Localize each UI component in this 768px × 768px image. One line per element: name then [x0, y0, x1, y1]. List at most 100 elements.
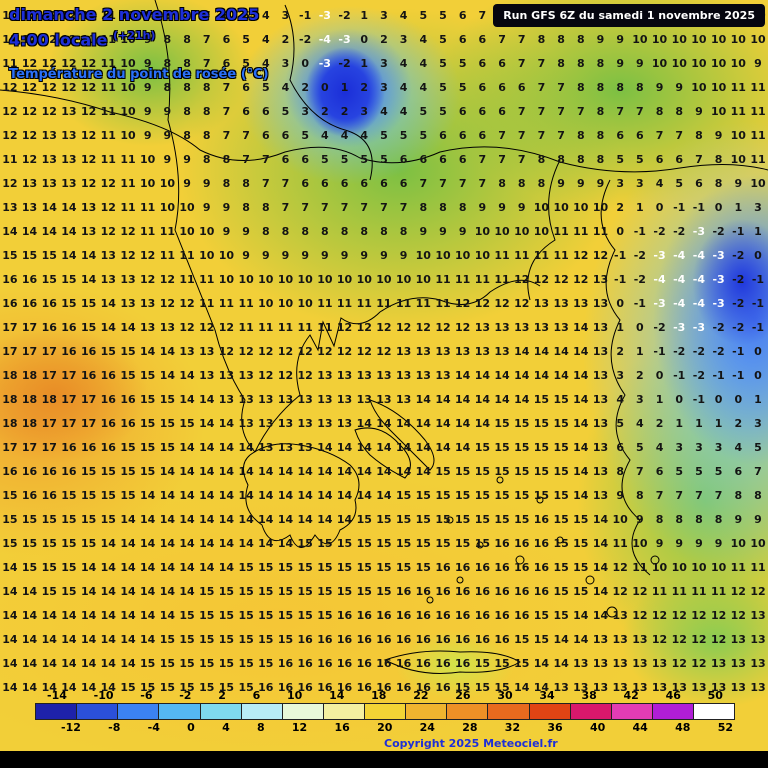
temp-value: -2 — [673, 225, 686, 238]
temp-value: 15 — [140, 681, 156, 694]
temp-value: 9 — [754, 57, 762, 70]
temp-value: 16 — [455, 561, 471, 574]
temp-value: 14 — [21, 681, 38, 694]
temp-value: 14 — [41, 681, 57, 694]
temp-value: 9 — [576, 177, 585, 190]
temp-value: 12 — [573, 249, 589, 262]
temp-value: 15 — [395, 489, 412, 502]
temp-value: 12 — [80, 57, 97, 70]
temp-value: 14 — [573, 345, 589, 358]
temp-value: 12 — [41, 9, 57, 22]
temp-value: -4 — [673, 297, 686, 310]
temp-value: 15 — [100, 513, 116, 526]
temp-value: 9 — [242, 225, 250, 238]
temp-value: 9 — [557, 177, 565, 190]
temp-value: 14 — [356, 489, 372, 502]
temp-value: 3 — [695, 441, 703, 454]
temp-value: 12 — [21, 129, 38, 142]
temp-value: 15 — [2, 489, 18, 502]
temp-value: 12 — [100, 225, 116, 238]
temp-value: 16 — [455, 585, 471, 598]
temp-value: 12 — [80, 81, 97, 94]
grid-row: 14 14 14 14 13 12 12 11 11 10 10 9 9 8 8 8 8 8 8 8 8 9 9 9 10 10 1… — [0, 220, 768, 244]
temp-value: 4 — [655, 177, 664, 190]
temp-value: 14 — [41, 225, 57, 238]
grid-row: 16 16 16 16 15 15 15 15 14 14 14 14 14 14 14 14 14 14 14 14… — [0, 460, 768, 484]
temp-value: 13 — [592, 465, 609, 478]
temp-value: 15 — [356, 537, 372, 550]
temp-value: 9 — [261, 249, 270, 262]
temp-value: 13 — [455, 345, 471, 358]
temp-value: 7 — [202, 9, 211, 22]
temp-value: 11 — [120, 201, 136, 214]
temp-value: 11 — [750, 153, 766, 166]
temp-value: 8 — [340, 225, 349, 238]
temp-value: 10 — [140, 153, 156, 166]
temp-value: 3 — [380, 81, 388, 94]
scale-color-block — [159, 704, 201, 719]
temp-value: 12 — [336, 345, 353, 358]
temp-value: 15 — [61, 297, 77, 310]
temp-value: -3 — [318, 57, 331, 70]
temp-value: 7 — [478, 177, 487, 190]
scale-color-block — [282, 704, 324, 719]
scale-color-block — [570, 704, 612, 719]
temp-value: 8 — [596, 57, 605, 70]
scale-color-block — [200, 704, 242, 719]
temp-value: 9 — [616, 33, 624, 46]
temp-value: 9 — [596, 177, 605, 190]
temp-value: -2 — [633, 249, 646, 262]
temp-value: 6 — [222, 33, 231, 46]
temp-value: 16 — [277, 681, 294, 694]
temp-value: 7 — [458, 177, 467, 190]
temp-value: 13 — [61, 105, 77, 118]
temp-value: -2 — [692, 369, 706, 382]
scale-label: 8 — [256, 721, 265, 734]
temp-value: 3 — [281, 57, 290, 70]
temp-value: 12 — [514, 297, 530, 310]
temp-value: 16 — [494, 585, 510, 598]
scale-bar — [35, 703, 735, 720]
temp-value: 14 — [533, 369, 550, 382]
temp-value: 14 — [80, 273, 97, 286]
temp-value: -3 — [653, 249, 666, 262]
temp-value: 14 — [2, 657, 18, 670]
temp-value: 7 — [675, 489, 684, 502]
temp-value: 15 — [100, 489, 116, 502]
temp-value: 12 — [671, 633, 687, 646]
temp-value: 14 — [120, 561, 136, 574]
temp-value: 14 — [277, 489, 294, 502]
temp-value: 12 — [120, 249, 136, 262]
temp-value: 15 — [533, 609, 550, 622]
temp-value: 14 — [100, 633, 116, 646]
temp-value: -3 — [692, 225, 706, 238]
temp-value: 9 — [734, 513, 743, 526]
temp-value: 9 — [360, 249, 369, 262]
temp-value: 12 — [159, 273, 175, 286]
temp-value: 13 — [21, 177, 38, 190]
temp-value: 7 — [202, 33, 211, 46]
temp-value: 16 — [455, 657, 471, 670]
temp-value: 13 — [41, 177, 57, 190]
temp-value: 7 — [399, 201, 408, 214]
temp-value: 13 — [750, 681, 766, 694]
temp-value: 13 — [179, 345, 195, 358]
temp-value: 14 — [41, 609, 57, 622]
temp-value: 6 — [478, 33, 487, 46]
temp-value: 12 — [80, 153, 97, 166]
temp-value: 16 — [100, 369, 116, 382]
temp-value: 1 — [340, 81, 349, 94]
scale-color-block — [611, 704, 653, 719]
temp-value: 8 — [183, 57, 191, 70]
parameter-label: Température du point de rosée (°C) — [9, 67, 269, 83]
temp-value: 12 — [435, 321, 451, 334]
temp-value: 12 — [395, 321, 412, 334]
temp-value: 15 — [120, 681, 136, 694]
temp-value: -1 — [614, 249, 627, 262]
temp-value: 5 — [675, 465, 684, 478]
temp-value: 8 — [419, 201, 428, 214]
temp-value: 14 — [140, 633, 156, 646]
temp-value: 14 — [218, 441, 235, 454]
temp-value: 10 — [474, 225, 490, 238]
